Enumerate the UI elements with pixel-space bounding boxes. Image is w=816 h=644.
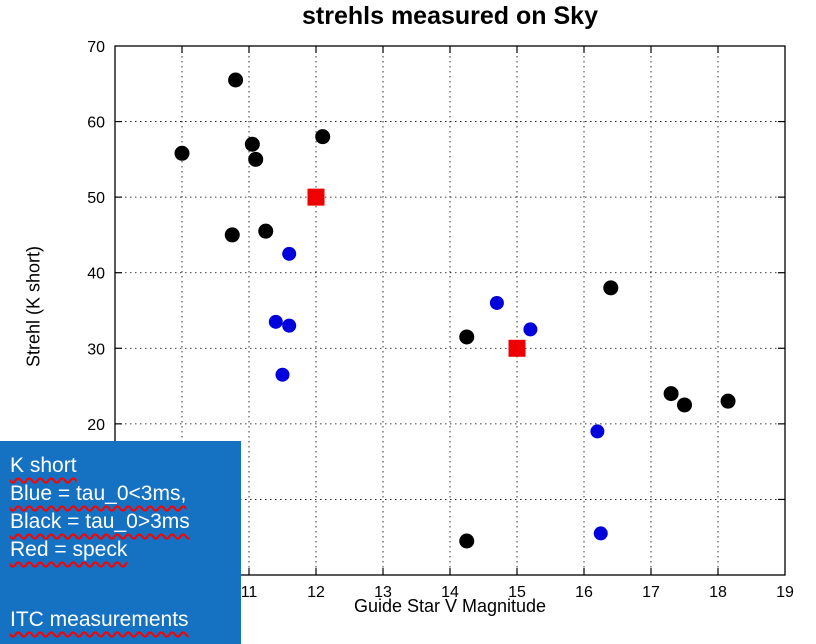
x-axis-label: Guide Star V Magnitude: [353, 596, 547, 616]
chart-title: strehls measured on Sky: [302, 2, 598, 30]
svg-text:14: 14: [441, 584, 459, 601]
svg-text:50: 50: [87, 190, 105, 207]
svg-text:17: 17: [642, 584, 660, 601]
svg-text:30: 30: [87, 341, 105, 358]
svg-text:11: 11: [241, 584, 258, 601]
legend-line-kshort: K short: [10, 454, 77, 477]
legend-line-black: Black = tau_0>3ms: [10, 510, 190, 533]
legend-spacer: [10, 564, 231, 606]
svg-text:20: 20: [87, 417, 105, 434]
svg-text:60: 60: [87, 115, 105, 132]
legend-box: K short Blue = tau_0<3ms, Black = tau_0>…: [0, 441, 241, 644]
svg-text:18: 18: [709, 584, 727, 601]
legend-line-blue: Blue = tau_0<3ms,: [10, 482, 187, 505]
y-axis-label: Strehl (K short): [23, 245, 44, 368]
svg-text:70: 70: [87, 39, 105, 56]
svg-text:16: 16: [575, 584, 593, 601]
svg-text:40: 40: [87, 266, 105, 283]
svg-text:19: 19: [776, 584, 794, 601]
legend-line-itc: ITC measurements: [10, 608, 189, 631]
legend-line-red: Red = speck: [10, 538, 128, 561]
svg-text:13: 13: [374, 584, 392, 601]
svg-text:15: 15: [508, 584, 526, 601]
svg-text:12: 12: [307, 584, 325, 601]
